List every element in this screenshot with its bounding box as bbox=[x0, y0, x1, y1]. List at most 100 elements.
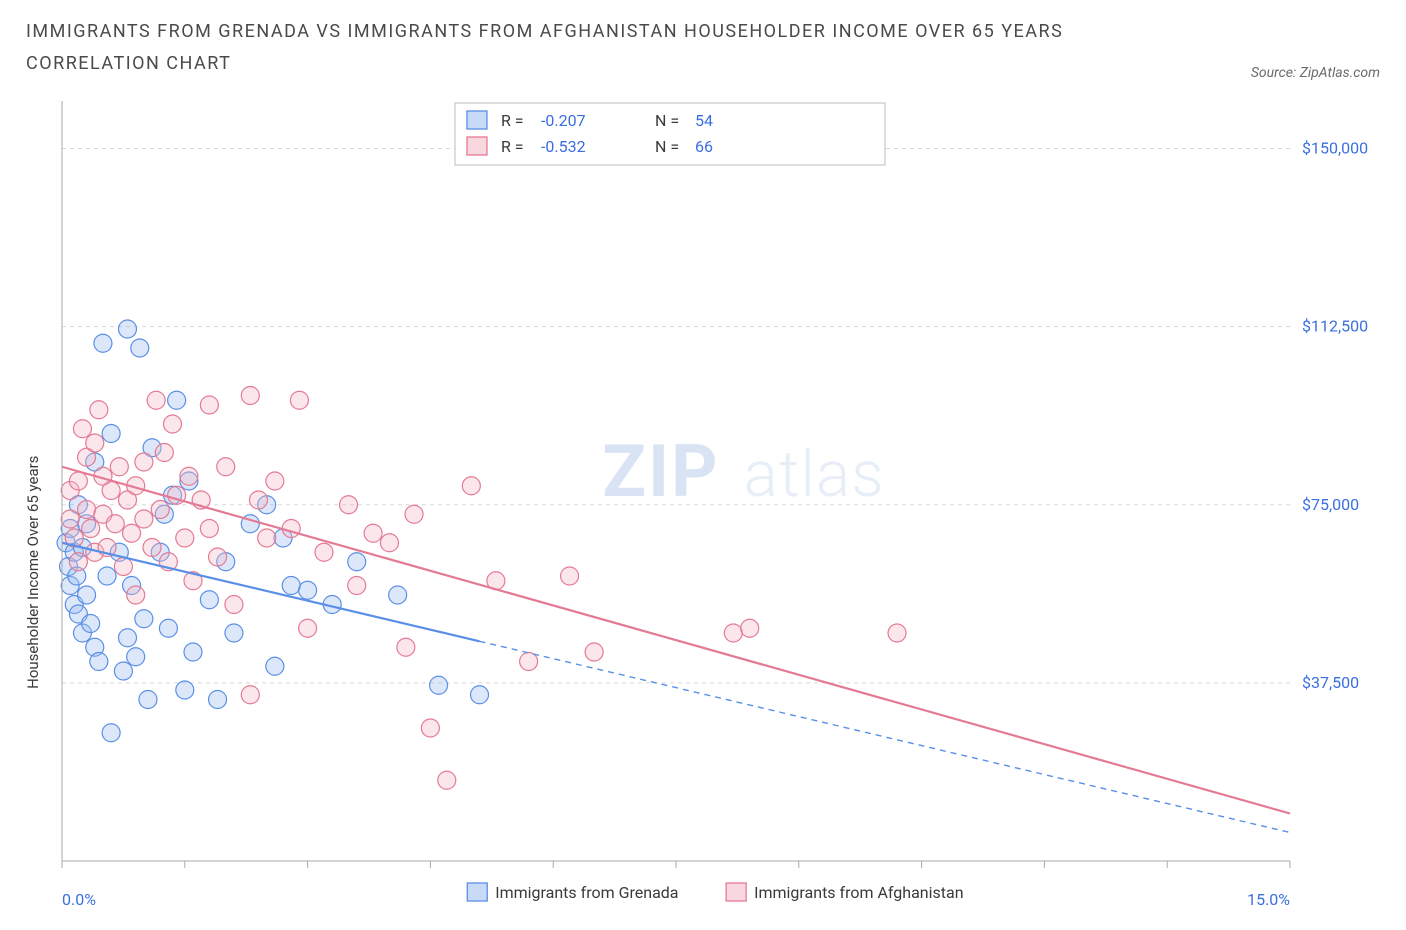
scatter-point bbox=[159, 619, 177, 637]
scatter-point bbox=[364, 524, 382, 542]
scatter-point bbox=[888, 624, 906, 642]
scatter-point bbox=[741, 619, 759, 637]
legend-swatch bbox=[726, 883, 746, 901]
scatter-point bbox=[200, 591, 218, 609]
scatter-point bbox=[241, 386, 259, 404]
scatter-point bbox=[168, 391, 186, 409]
trend-line-solid bbox=[62, 467, 1290, 814]
legend-swatch bbox=[467, 883, 487, 901]
scatter-point bbox=[438, 771, 456, 789]
scatter-point bbox=[106, 515, 124, 533]
scatter-point bbox=[397, 638, 415, 656]
scatter-point bbox=[462, 477, 480, 495]
scatter-point bbox=[98, 567, 116, 585]
chart-header: IMMIGRANTS FROM GRENADA VS IMMIGRANTS FR… bbox=[16, 16, 1390, 91]
scatter-point bbox=[405, 505, 423, 523]
scatter-point bbox=[315, 543, 333, 561]
stat-N-label: N = bbox=[655, 111, 679, 130]
legend-label: Immigrants from Afghanistan bbox=[754, 883, 963, 902]
scatter-point bbox=[135, 510, 153, 528]
scatter-point bbox=[73, 420, 91, 438]
stat-R-value: -0.207 bbox=[541, 111, 586, 130]
source-name: ZipAtlas.com bbox=[1300, 65, 1380, 81]
scatter-point bbox=[225, 624, 243, 642]
scatter-point bbox=[86, 434, 104, 452]
stat-N-value: 54 bbox=[695, 111, 713, 130]
scatter-point bbox=[241, 686, 259, 704]
ytick-label: $75,000 bbox=[1302, 495, 1359, 514]
scatter-point bbox=[585, 643, 603, 661]
legend-label: Immigrants from Grenada bbox=[495, 883, 678, 902]
scatter-point bbox=[127, 586, 145, 604]
scatter-point bbox=[110, 458, 128, 476]
scatter-point bbox=[282, 519, 300, 537]
stat-R-label: R = bbox=[501, 137, 524, 156]
scatter-point bbox=[200, 519, 218, 537]
scatter-point bbox=[82, 519, 100, 537]
ytick-label: $112,500 bbox=[1302, 316, 1368, 335]
scatter-point bbox=[249, 491, 267, 509]
scatter-point bbox=[421, 719, 439, 737]
scatter-point bbox=[389, 586, 407, 604]
scatter-point bbox=[217, 458, 235, 476]
scatter-point bbox=[348, 576, 366, 594]
scatter-point bbox=[69, 553, 87, 571]
scatter-point bbox=[127, 648, 145, 666]
scatter-point bbox=[266, 657, 284, 675]
scatter-point bbox=[299, 581, 317, 599]
stat-R-label: R = bbox=[501, 111, 524, 130]
scatter-point bbox=[724, 624, 742, 642]
scatter-point bbox=[184, 643, 202, 661]
scatter-point bbox=[102, 424, 120, 442]
scatter-point bbox=[155, 443, 173, 461]
scatter-point bbox=[90, 652, 108, 670]
watermark: ZIP bbox=[602, 429, 719, 514]
scatter-point bbox=[69, 472, 87, 490]
scatter-point bbox=[118, 629, 136, 647]
scatter-point bbox=[102, 481, 120, 499]
scatter-point bbox=[114, 557, 132, 575]
watermark: atlas bbox=[744, 437, 885, 512]
scatter-point bbox=[90, 401, 108, 419]
scatter-point bbox=[340, 496, 358, 514]
scatter-point bbox=[348, 553, 366, 571]
scatter-point bbox=[209, 690, 227, 708]
scatter-point bbox=[225, 595, 243, 613]
scatter-point bbox=[520, 652, 538, 670]
scatter-point bbox=[266, 472, 284, 490]
scatter-point bbox=[102, 724, 120, 742]
scatter-point bbox=[430, 676, 448, 694]
scatter-point bbox=[176, 681, 194, 699]
scatter-point bbox=[147, 391, 165, 409]
scatter-point bbox=[209, 548, 227, 566]
scatter-point bbox=[282, 576, 300, 594]
scatter-point bbox=[61, 510, 79, 528]
scatter-point bbox=[78, 500, 96, 518]
scatter-point bbox=[118, 320, 136, 338]
scatter-point bbox=[471, 686, 489, 704]
scatter-point bbox=[299, 619, 317, 637]
stat-N-label: N = bbox=[655, 137, 679, 156]
scatter-point bbox=[176, 529, 194, 547]
source-prefix: Source: bbox=[1251, 65, 1300, 81]
scatter-point bbox=[380, 534, 398, 552]
scatter-point bbox=[114, 662, 132, 680]
scatter-point bbox=[164, 415, 182, 433]
chart-source: Source: ZipAtlas.com bbox=[1251, 65, 1380, 81]
correlation-chart: $37,500$75,000$112,500$150,000ZIPatlas0.… bbox=[16, 91, 1390, 911]
scatter-point bbox=[135, 453, 153, 471]
xlim-min: 0.0% bbox=[62, 890, 96, 909]
chart-title: IMMIGRANTS FROM GRENADA VS IMMIGRANTS FR… bbox=[26, 16, 1126, 81]
scatter-point bbox=[200, 396, 218, 414]
scatter-point bbox=[82, 614, 100, 632]
scatter-point bbox=[561, 567, 579, 585]
trend-line-dashed bbox=[480, 641, 1290, 832]
scatter-point bbox=[290, 391, 308, 409]
scatter-point bbox=[180, 467, 198, 485]
ytick-label: $150,000 bbox=[1302, 138, 1368, 157]
scatter-point bbox=[135, 610, 153, 628]
stat-N-value: 66 bbox=[695, 137, 713, 156]
scatter-point bbox=[151, 500, 169, 518]
scatter-point bbox=[143, 538, 161, 556]
scatter-point bbox=[131, 339, 149, 357]
